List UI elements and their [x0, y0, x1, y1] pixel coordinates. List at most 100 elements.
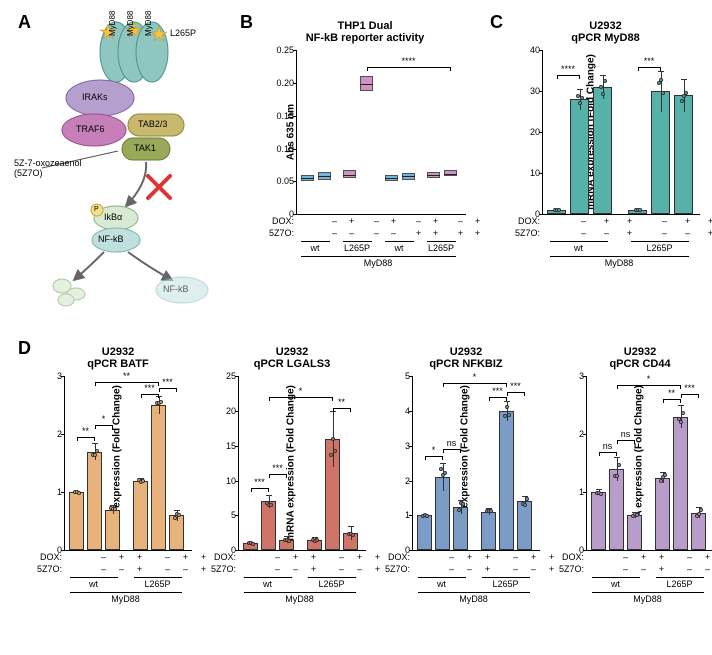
axis-symbol: – [339, 564, 344, 574]
axis-symbol: – [332, 216, 337, 226]
l265p-label: L265P [170, 28, 196, 38]
axis-symbol: + [475, 216, 480, 226]
sig-label: *** [510, 381, 521, 391]
axis-symbol: – [623, 564, 628, 574]
axis-symbol: – [275, 552, 280, 562]
group-label: wt [244, 579, 292, 589]
chart-title: U2932qPCR NFKBIZ [382, 346, 550, 370]
group-label: wt [550, 243, 608, 253]
axis-symbol: – [458, 216, 463, 226]
bar [105, 510, 120, 551]
axis-symbol: + [433, 228, 438, 238]
axis-symbol: – [687, 564, 692, 574]
myd88-label-2: MyD88 [126, 11, 135, 36]
axis-symbol: + [685, 216, 690, 226]
axis-symbol: + [485, 564, 490, 574]
group-label: wt [592, 579, 640, 589]
group-label: L265P [482, 579, 530, 589]
bar [570, 99, 589, 214]
axis-symbol: – [374, 216, 379, 226]
sig-label: *** [644, 56, 655, 66]
axis-symbol: + [708, 216, 712, 226]
super-label: MyD88 [301, 258, 456, 268]
bar [261, 501, 276, 550]
axis-symbol: – [165, 552, 170, 562]
sig-label: ns [603, 441, 613, 451]
sig-label: * [432, 445, 436, 455]
axis-symbol: + [391, 216, 396, 226]
traf6-label: TRAF6 [76, 124, 105, 134]
axis-symbol: – [357, 564, 362, 574]
axis-symbol: – [349, 228, 354, 238]
panel-c-title: U2932qPCR MyD88 [508, 20, 703, 44]
axis-row-label: 5Z7O: [36, 564, 64, 575]
axis-symbol: – [165, 564, 170, 574]
axis-symbol: – [623, 552, 628, 562]
sig-label: ** [338, 397, 345, 407]
axis-row-label: 5Z7O: [558, 564, 586, 575]
axis-symbol: – [183, 564, 188, 574]
axis-row-label: DOX: [558, 552, 586, 563]
panel-b-title: THP1 DualNF-kB reporter activity [260, 20, 470, 44]
axis-symbol: + [475, 228, 480, 238]
axis-symbol: – [604, 228, 609, 238]
chart-title: U2932qPCR LGALS3 [208, 346, 376, 370]
bar [133, 481, 148, 551]
super-label: MyD88 [550, 258, 689, 268]
super-label: MyD88 [70, 594, 182, 604]
inhibitor-name: 5Z-7-oxozeaenol(5Z7O) [14, 158, 82, 178]
axis-symbol: + [183, 552, 188, 562]
panel-d-chart: U2932qPCR BATFmRNA expression (Fold Chan… [34, 346, 202, 603]
sig-label: ** [82, 426, 89, 436]
axis-symbol: – [339, 552, 344, 562]
axis-symbol: + [531, 552, 536, 562]
tab23-label: TAB2/3 [138, 119, 167, 129]
panel-d-chart: U2932qPCR NFKBIZmRNA expression (Fold Ch… [382, 346, 550, 603]
axis-symbol: + [549, 564, 554, 574]
axis-symbol: + [357, 552, 362, 562]
group-label: L265P [134, 579, 182, 589]
bar [499, 411, 514, 550]
group-label: L265P [308, 579, 356, 589]
axis-symbol: + [375, 552, 380, 562]
axis-symbol: + [627, 216, 632, 226]
axis-symbol: + [416, 228, 421, 238]
axis-symbol: – [513, 552, 518, 562]
ikba-label: IkBα [104, 212, 122, 222]
axis-row-label: DOX: [210, 552, 238, 563]
signaling-diagram: MyD88 MyD88 MyD88 L265P IRAKs TRAF6 TAB2… [30, 18, 220, 308]
panel-d-chart: U2932qPCR CD44mRNA expression (Fold Chan… [556, 346, 712, 603]
iraks-label: IRAKs [82, 92, 108, 102]
panel-b-label: B [240, 12, 253, 33]
axis-symbol: – [374, 228, 379, 238]
super-label: MyD88 [592, 594, 704, 604]
bar [151, 405, 166, 550]
axis-symbol: + [627, 228, 632, 238]
axis-symbol: – [641, 564, 646, 574]
group-label: wt [418, 579, 466, 589]
bar [417, 515, 432, 550]
axis-symbol: + [458, 228, 463, 238]
axis-row-label: 5Z7O: [268, 228, 296, 239]
axis-symbol: – [662, 228, 667, 238]
axis-symbol: – [275, 564, 280, 574]
axis-symbol: + [485, 552, 490, 562]
panel-c-chart: U2932qPCR MyD88 mRNA expression (Fold Ch… [508, 20, 703, 267]
axis-symbol: – [101, 564, 106, 574]
sig-label: *** [272, 463, 283, 473]
axis-row-label: DOX: [514, 216, 542, 227]
axis-symbol: + [549, 552, 554, 562]
sig-label: *** [684, 383, 695, 393]
axis-symbol: + [201, 564, 206, 574]
axis-symbol: + [375, 564, 380, 574]
group-label: L265P [631, 243, 689, 253]
axis-symbol: + [137, 564, 142, 574]
axis-symbol: + [311, 564, 316, 574]
bar [674, 95, 693, 214]
group-label: L265P [343, 243, 372, 253]
axis-symbol: – [662, 216, 667, 226]
axis-symbol: – [391, 228, 396, 238]
axis-symbol: + [467, 552, 472, 562]
sig-label: ns [621, 429, 631, 439]
axis-symbol: – [101, 552, 106, 562]
